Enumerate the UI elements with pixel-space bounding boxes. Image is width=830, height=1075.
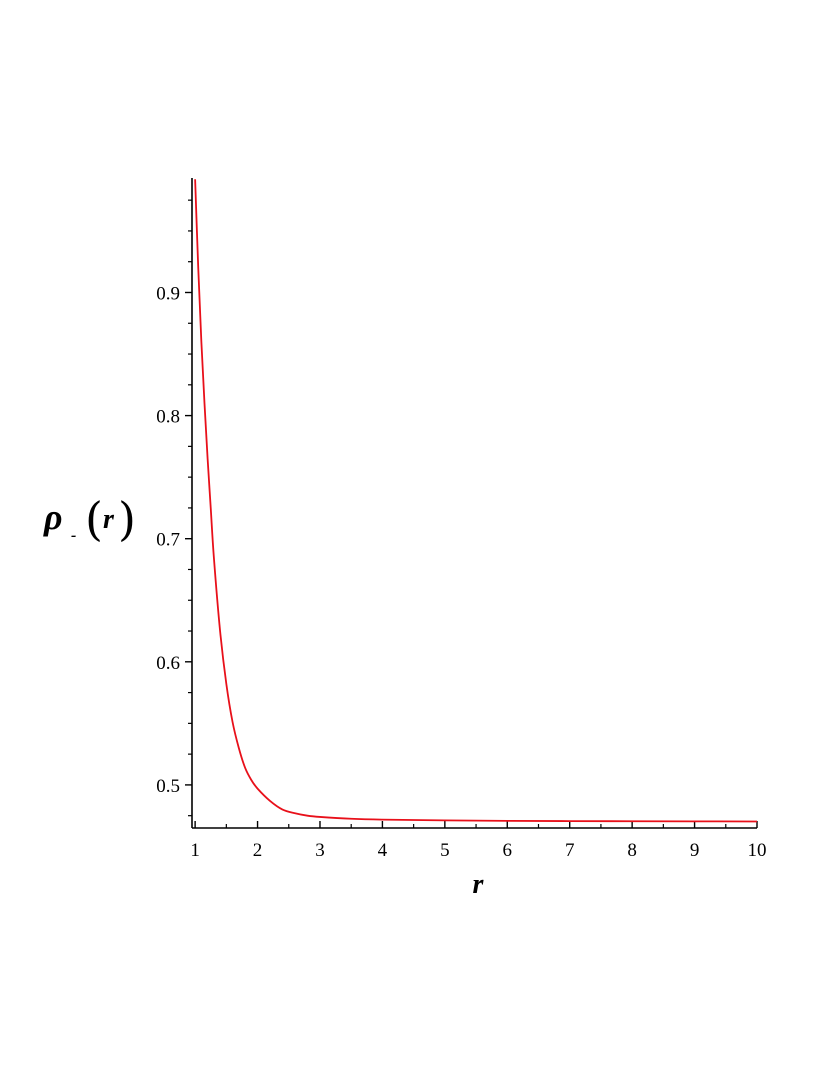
x-tick-label: 2: [253, 840, 263, 861]
y-tick-label: 0.9: [156, 283, 180, 304]
y-axis-title-close-paren: ): [118, 492, 136, 546]
y-axis-title: ρ - ( r ): [43, 492, 136, 546]
x-tick-label: 9: [690, 840, 700, 861]
ticks: [185, 199, 758, 828]
x-tick-label: 4: [378, 840, 388, 861]
y-tick-label: 0.7: [156, 530, 180, 551]
y-axis-title-subscript: -: [71, 527, 76, 544]
x-tick-label: 3: [315, 840, 325, 861]
y-tick-label: 0.8: [156, 407, 180, 428]
series-line-0: [194, 179, 758, 823]
series-group: [194, 179, 758, 823]
x-tick-label: 6: [503, 840, 513, 861]
x-tick-label: 7: [565, 840, 575, 861]
x-tick-label: 8: [627, 840, 637, 861]
x-axis-title: r: [473, 869, 485, 900]
x-tick-label: 1: [190, 840, 200, 861]
tick-labels: 1 2 3 4 5 6 7 8 9 10 0.5 0.6 0.7 0.8 0.9: [156, 283, 766, 861]
y-tick-label: 0.5: [156, 776, 180, 797]
y-tick-label: 0.6: [156, 653, 180, 674]
x-tick-label: 5: [440, 840, 450, 861]
x-tick-label: 10: [748, 840, 767, 861]
y-axis-title-symbol: ρ: [43, 497, 63, 537]
axes: [191, 178, 757, 829]
y-axis-title-open-paren: (: [85, 492, 103, 546]
y-axis-title-argument: r: [103, 504, 115, 535]
